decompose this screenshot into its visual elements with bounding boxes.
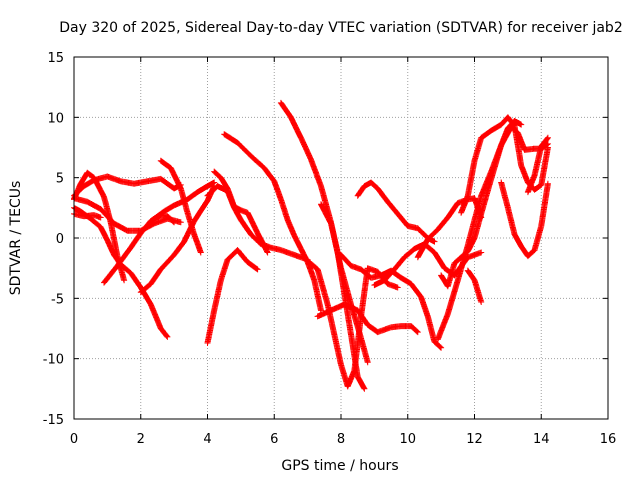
data-marker-track [524,134,551,196]
y-axis-label: SDTVAR / TECUs [8,181,24,296]
y-tick-label: -15 [43,413,64,428]
x-tick-label: 0 [70,432,78,447]
series-track-8 [157,157,204,256]
data-marker-track [147,212,178,226]
series-track-24 [438,118,525,290]
data-marker-track [157,157,204,256]
series-track-13 [221,131,324,314]
series-track-11 [204,247,261,346]
data-marker-track [464,267,485,305]
x-tick-label: 12 [466,432,483,447]
x-tick-label: 16 [600,432,617,447]
data-marker-track [338,251,445,351]
data-marker-track [438,118,525,290]
series-track-25 [464,267,485,305]
y-tick-label: 0 [56,232,64,247]
series-track-27 [524,134,551,196]
data-marker-track [211,168,271,256]
y-tick-label: 5 [56,172,64,187]
series-track-17 [314,301,421,336]
x-tick-label: 10 [399,432,416,447]
chart-title: Day 320 of 2025, Sidereal Day-to-day VTE… [59,20,622,36]
series-track-12 [211,168,271,256]
x-tick-label: 2 [137,432,145,447]
x-tick-label: 4 [203,432,211,447]
x-axis-label: GPS time / hours [281,458,398,474]
series-track-1 [71,173,184,199]
y-tick-label: 15 [47,51,64,66]
series-track-9 [147,212,178,226]
series-track-10 [204,183,311,263]
data-marker-track [498,179,551,260]
y-tick-label: -5 [51,292,64,307]
x-tick-label: 14 [533,432,550,447]
data-marker-track [137,183,218,296]
data-marker-track [314,301,421,336]
data-marker-track [204,247,261,346]
series-track-26 [498,179,551,260]
data-marker-track [71,173,184,199]
data-marker-track [354,179,438,245]
data-points [71,99,551,392]
y-tick-label: 10 [47,111,64,126]
x-tick-label: 8 [337,432,345,447]
series-track-7 [137,183,218,296]
series-track-18 [354,179,438,245]
axes: 0 2 4 6 8 10 12 14 16 -15 -10 -5 0 5 10 15 [43,51,617,447]
x-tick-label: 6 [270,432,278,447]
data-marker-track [221,131,324,314]
y-tick-label: -10 [43,353,64,368]
series-track-22 [434,124,551,343]
data-marker-track [204,183,311,263]
series-track-19 [338,251,445,351]
data-marker-track [434,124,551,343]
